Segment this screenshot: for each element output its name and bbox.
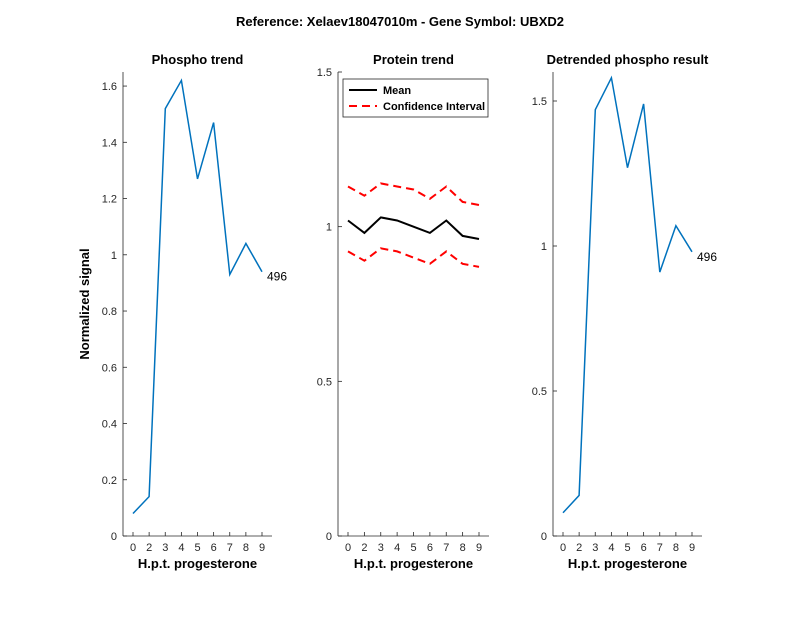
legend: Mean Confidence Interval [342,78,489,118]
y-tick-label: 1.5 [317,67,332,79]
x-tick-label: 0 [345,542,351,554]
y-tick-label: 0 [111,531,117,543]
legend-entry: Mean [383,85,411,97]
y-tick-label: 0.2 [102,475,117,487]
series-line-2 [347,182,480,206]
x-tick-label: 4 [608,542,614,554]
y-axis-label: Normalized signal [77,248,92,359]
y-tick-label: 0.5 [317,376,332,388]
x-axis-label: H.p.t. progesterone [568,556,687,571]
x-tick-label: 7 [657,542,663,554]
x-tick-label: 4 [394,542,400,554]
x-tick-label: 6 [211,542,217,554]
x-tick-label: 3 [162,542,168,554]
point-annotation: 496 [267,270,287,284]
x-tick-label: 5 [194,542,200,554]
x-tick-label: 2 [146,542,152,554]
panel-title: Protein trend [373,52,454,67]
x-tick-label: 8 [243,542,249,554]
panel-title: Detrended phospho result [547,52,709,67]
y-tick-label: 1 [541,241,547,253]
y-tick-label: 0 [326,531,332,543]
x-tick-label: 6 [641,542,647,554]
x-tick-label: 7 [443,542,449,554]
x-tick-label: 7 [227,542,233,554]
x-tick-label: 2 [576,542,582,554]
y-tick-label: 1 [111,250,117,262]
y-tick-label: 0.4 [102,419,117,431]
x-tick-label: 6 [427,542,433,554]
x-tick-label: 2 [361,542,367,554]
y-tick-label: 0.8 [102,306,117,318]
x-tick-label: 5 [410,542,416,554]
series-line-3 [347,247,480,268]
legend-box [342,78,489,118]
y-tick-label: 0 [541,531,547,543]
x-tick-label: 8 [460,542,466,554]
y-tick-label: 1 [326,222,332,234]
legend-entry: Confidence Interval [383,101,485,113]
series-line-1 [562,75,693,514]
x-tick-label: 3 [378,542,384,554]
series-line-1 [347,216,480,240]
x-tick-label: 5 [624,542,630,554]
panel-title: Phospho trend [152,52,244,67]
x-tick-label: 0 [130,542,136,554]
y-tick-label: 1.6 [102,81,117,93]
figure-title: Reference: Xelaev18047010m - Gene Symbol… [236,14,564,29]
series-line-1 [132,78,263,515]
x-tick-label: 8 [673,542,679,554]
x-tick-label: 9 [259,542,265,554]
y-tick-label: 1.2 [102,194,117,206]
y-tick-label: 0.6 [102,362,117,374]
y-tick-label: 1.5 [532,96,547,108]
x-tick-label: 0 [560,542,566,554]
y-tick-label: 1.4 [102,137,117,149]
x-tick-label: 9 [689,542,695,554]
x-tick-label: 3 [592,542,598,554]
y-tick-label: 0.5 [532,386,547,398]
x-tick-label: 4 [178,542,184,554]
point-annotation: 496 [697,250,717,264]
x-tick-label: 9 [476,542,482,554]
x-axis-label: H.p.t. progesterone [138,556,257,571]
chart-panel-1: 00.20.40.60.811.21.41.60 2 3 4 5 6 7 8 9496Phosp… [77,52,287,571]
x-axis-label: H.p.t. progesterone [354,556,473,571]
